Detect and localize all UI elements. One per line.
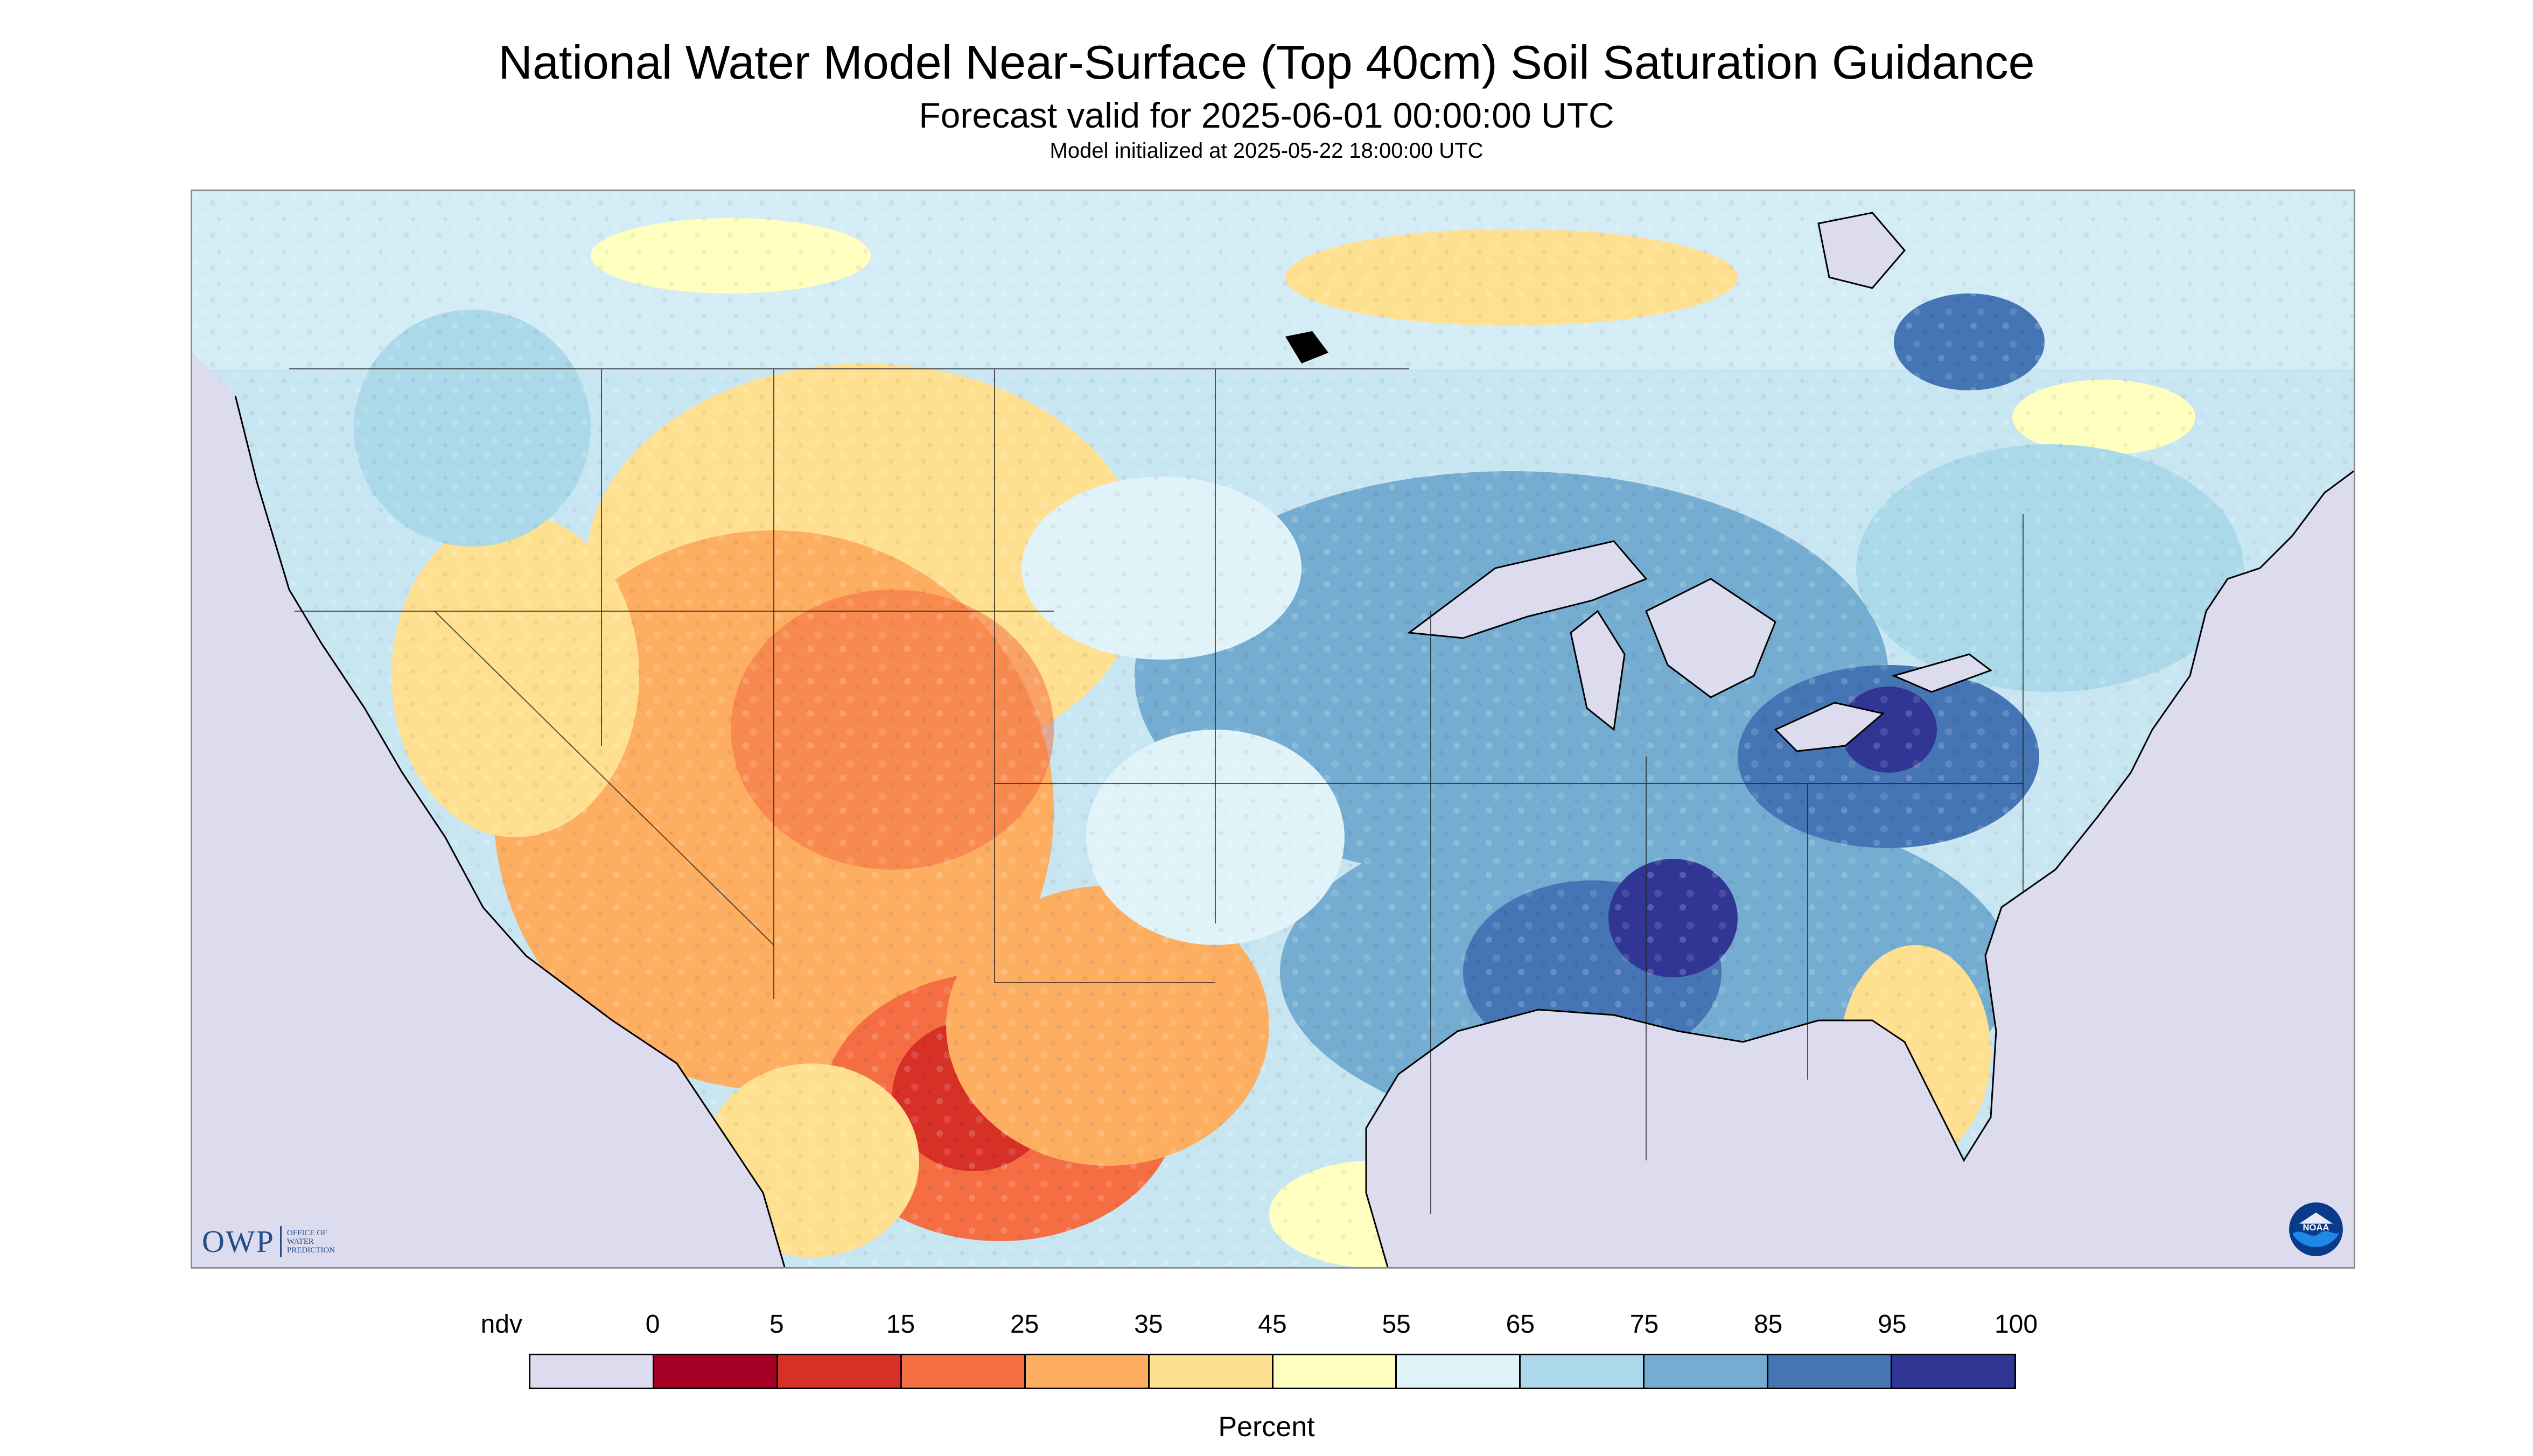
colorbar-tick-label: 95 (1878, 1310, 1907, 1339)
colorbar-tick-label: 0 (645, 1310, 660, 1339)
colorbar (529, 1354, 2016, 1389)
great-lakes (1407, 212, 1993, 752)
owp-logo-text: OWP (202, 1224, 275, 1259)
forecast-valid-label: Forecast valid for 2025-06-01 00:00:00 U… (919, 95, 1614, 135)
colorbar-tick-label: ndv (480, 1310, 522, 1339)
colorbar-tick-label: 35 (1134, 1310, 1163, 1339)
colorbar-bin-2 (778, 1355, 902, 1388)
soil-saturation-map[interactable]: OWP OFFICE OF WATER PREDICTION NOAA (191, 190, 2355, 1269)
colorbar-bin-4 (1025, 1355, 1150, 1388)
colorbar-bin-10 (1768, 1355, 1893, 1388)
owp-small-line-2: WATER (286, 1237, 314, 1246)
model-init-label: Model initialized at 2025-05-22 18:00:00… (1049, 139, 1484, 163)
colorbar-tick-label: 25 (1010, 1310, 1039, 1339)
noaa-logo-icon: NOAA (2289, 1202, 2343, 1256)
colorbar-tick-label: 85 (1753, 1310, 1783, 1339)
colorbar-bin-6 (1273, 1355, 1397, 1388)
noaa-logo-text: NOAA (2303, 1222, 2329, 1233)
colorbar-tick-label: 45 (1258, 1310, 1287, 1339)
owp-logo: OWP OFFICE OF WATER PREDICTION (202, 1223, 335, 1259)
colorbar-tick-label: 15 (886, 1310, 915, 1339)
colorbar-bin-1 (654, 1355, 778, 1388)
owp-small-line-3: PREDICTION (286, 1245, 335, 1255)
coastlines (234, 395, 2354, 1267)
state-boundaries (289, 368, 2024, 1214)
colorbar-tick-label: 75 (1629, 1310, 1659, 1339)
map-canvas (192, 191, 2354, 1267)
colorbar-bin-0 (530, 1355, 654, 1388)
owp-logo-divider (279, 1226, 282, 1257)
colorbar-tick-label: 5 (769, 1310, 784, 1339)
colorbar-bin-8 (1521, 1355, 1645, 1388)
colorbar-tick-label: 100 (1994, 1310, 2038, 1339)
owp-logo-subtext: OFFICE OF WATER PREDICTION (287, 1229, 335, 1255)
colorbar-tick-label: 55 (1382, 1310, 1411, 1339)
colorbar-bin-9 (1645, 1355, 1769, 1388)
owp-small-line-1: OFFICE OF (286, 1228, 327, 1237)
projection-edge-left (192, 568, 472, 1267)
projection-edge-right (2093, 493, 2354, 1267)
colorbar-bin-3 (901, 1355, 1026, 1388)
legend-tick-labels: ndv 0 5 15 25 35 45 55 65 75 85 95 100 (0, 1310, 2533, 1342)
colorbar-bin-5 (1149, 1355, 1274, 1388)
page-title: National Water Model Near-Surface (Top 4… (498, 36, 2035, 89)
colorbar-tick-label: 65 (1506, 1310, 1535, 1339)
colorbar-bin-7 (1397, 1355, 1521, 1388)
colorbar-units-label: Percent (1218, 1411, 1315, 1443)
colorbar-bin-11 (1892, 1355, 2015, 1388)
lake-of-the-woods (1285, 331, 1328, 363)
